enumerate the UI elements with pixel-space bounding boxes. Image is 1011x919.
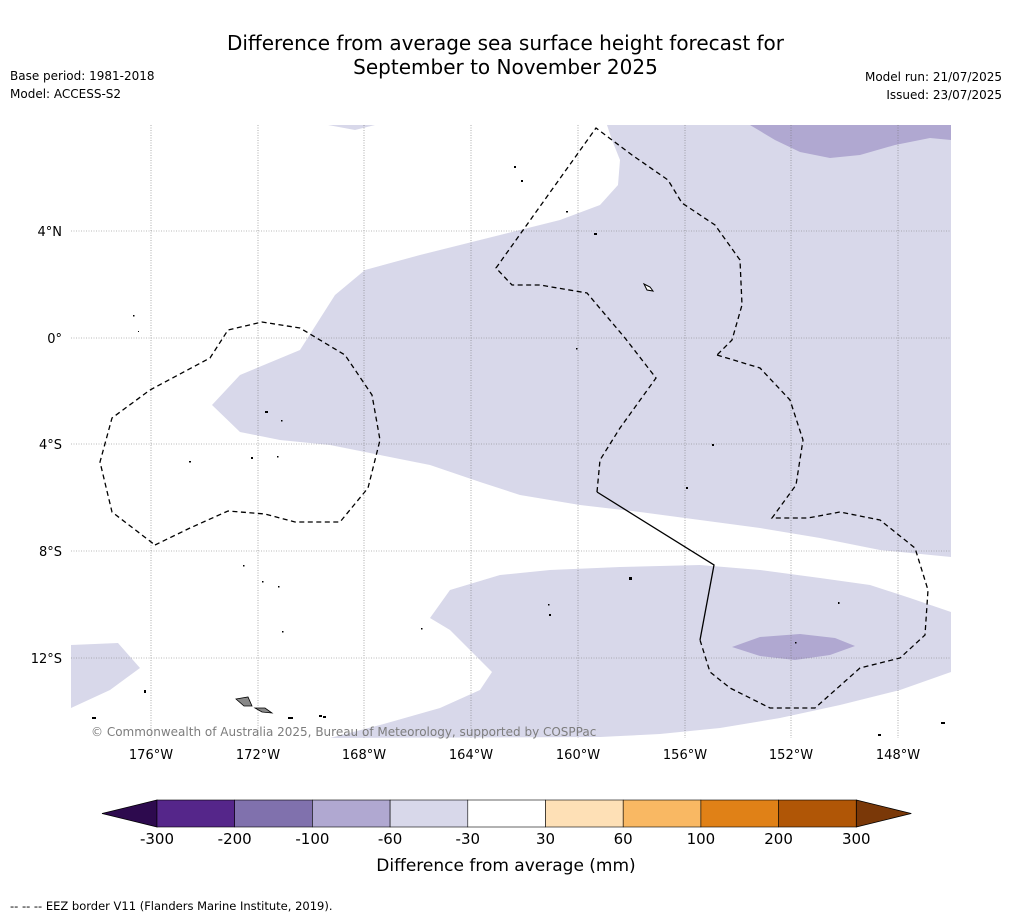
island-dot [281,420,283,422]
colorbar-ticks: -300 -200 -100 -60 -30 30 60 100 200 300 [140,830,871,848]
island-dot [262,581,264,583]
issued-date: Issued: 23/07/2025 [886,88,1002,102]
colorbar-segment [467,799,546,828]
colorbar-tick-label: 200 [764,830,793,848]
island-dot [144,690,146,693]
colorbar-segment [156,799,235,828]
island-dot [548,604,550,606]
colorbar-tick-label: 100 [687,830,716,848]
map-area: © Commonwealth of Australia 2025, Bureau… [71,125,951,739]
lon-label-164w: 164°W [449,748,493,763]
lon-label-176w: 176°W [129,748,173,763]
island-samoa-upolu [253,707,274,714]
eez-border-solid [596,491,715,641]
anomaly-region-topleft [328,125,375,130]
island-dot [514,166,516,168]
island-dot [629,577,632,580]
anomaly-region-northeast [750,125,951,158]
eez-border-west [99,321,381,546]
anomaly-fields [71,125,951,738]
lon-label-160w: 160°W [556,748,600,763]
eez-border-east [699,354,929,709]
colorbar-tick-label: -60 [378,830,403,848]
lon-label-172w: 172°W [236,748,280,763]
island-dot [323,716,326,718]
island-dot [941,722,945,724]
island-dot [288,717,293,719]
island-dot [421,628,423,630]
island-dot [282,631,284,633]
lon-label-152w: 152°W [769,748,813,763]
colorbar-segments [101,799,912,828]
colorbar-segment [389,799,469,828]
lat-label-4n: 4°N [38,225,63,240]
colorbar-segment [234,799,313,828]
eez-legend-note: -- -- -- EEZ border V11 (Flanders Marine… [10,899,333,913]
colorbar-segment [622,799,702,828]
colorbar-segment [778,799,857,828]
island-dot [243,565,245,567]
island-dot [133,315,135,317]
lon-label-168w: 168°W [342,748,386,763]
island-dot [92,717,96,719]
island-dot [712,444,714,446]
lat-axis-labels: 4°N 0° 4°S 8°S 12°S [31,225,62,667]
eez-border-central [495,127,743,493]
anomaly-region-north [212,125,951,557]
model-run: Model run: 21/07/2025 [864,70,1002,84]
island-dot [319,715,322,717]
model-name: Model: ACCESS-S2 [10,87,122,101]
island-dot [521,180,523,182]
island-dot [189,461,191,463]
colorbar-tick-label: -30 [456,830,481,848]
island-samoa-savaii [235,696,253,707]
island-dot [686,487,688,489]
colorbar-tick-label: 300 [842,830,871,848]
colorbar-tick-label: -100 [295,830,329,848]
gridlines [71,125,951,738]
lon-label-156w: 156°W [663,748,707,763]
map-title-line2: September to November 2025 [353,55,658,79]
lon-axis-labels: 176°W 172°W 168°W 164°W 160°W 156°W 152°… [129,748,920,763]
colorbar-tick-label: -300 [140,830,174,848]
island-dot [838,602,840,604]
anomaly-region-south [330,565,951,738]
colorbar-extend-max [855,799,912,828]
lat-label-0: 0° [47,332,62,347]
colorbar: -300 -200 -100 -60 -30 30 60 100 200 300 Differen… [101,799,912,876]
colorbar-segment [312,799,391,828]
island-kiritimati [642,282,655,292]
lon-label-148w: 148°W [876,748,920,763]
island-dot [566,211,568,213]
island-dot [278,586,280,588]
island-dot [549,614,551,616]
colorbar-extend-min [101,799,158,828]
island-dot [878,734,881,736]
base-period: Base period: 1981-2018 [10,69,155,83]
lat-label-4s: 4°S [39,438,62,453]
island-dot [795,642,797,644]
islands [92,166,945,736]
colorbar-tick-label: -200 [218,830,252,848]
island-dot [138,331,139,332]
anomaly-region-south-dark [732,634,855,660]
anomaly-region-west [71,643,140,708]
colorbar-tick-label: 30 [536,830,555,848]
eez-borders [99,127,929,709]
island-dot [265,411,268,413]
colorbar-tick-label: 60 [614,830,633,848]
colorbar-segment [700,799,779,828]
island-dot [576,348,578,350]
map-title-line1: Difference from average sea surface heig… [226,31,785,55]
colorbar-segment [545,799,624,828]
island-dot [277,456,279,458]
island-dot [594,233,597,235]
lat-label-12s: 12°S [31,652,62,667]
lat-label-8s: 8°S [39,545,62,560]
island-dot [251,457,253,459]
colorbar-label: Difference from average (mm) [376,856,635,876]
copyright-notice: © Commonwealth of Australia 2025, Bureau… [91,725,596,739]
